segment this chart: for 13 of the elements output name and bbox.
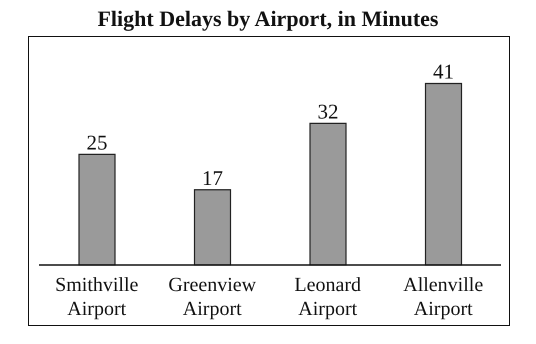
- data-label: 32: [318, 99, 338, 124]
- bar: [424, 82, 462, 266]
- chart-title: Flight Delays by Airport, in Minutes: [96, 6, 440, 32]
- data-label: 17: [202, 166, 223, 190]
- bar: [78, 154, 116, 266]
- x-tick-label: Leonard Airport: [294, 274, 362, 320]
- x-tick-label: Allenville Airport: [403, 274, 484, 320]
- x-tick-label: Greenview Airport: [168, 274, 257, 320]
- bar: [309, 122, 347, 266]
- x-tick-label: Smithville Airport: [55, 274, 139, 320]
- data-label: 25: [86, 130, 108, 154]
- bar: [194, 189, 232, 266]
- data-label: 41: [433, 60, 454, 84]
